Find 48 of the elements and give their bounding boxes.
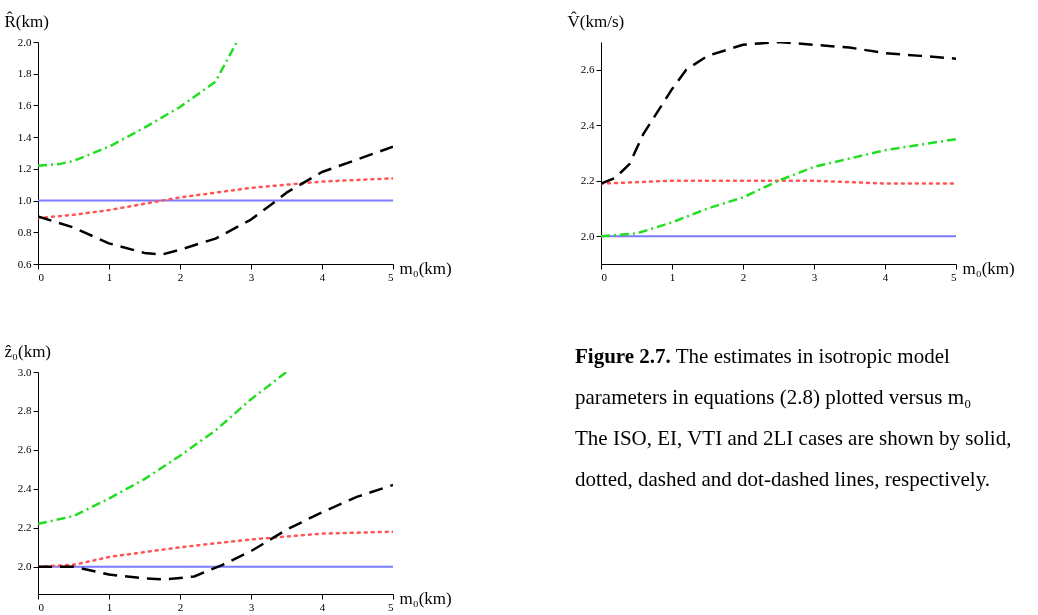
y-tick-label: 2.2 [17,521,32,534]
x-tick-label: 2 [177,600,184,613]
x-tick-label: 4 [319,270,326,283]
x-tick-label: 3 [248,270,255,283]
x-tick-label: 1 [669,270,676,283]
y-axis-title: ẑ₀(km) [4,341,52,361]
y-tick-label: 2.0 [17,560,32,573]
y-tick-label: 1.8 [17,67,32,80]
x-tick-label: 0 [38,270,45,283]
y-tick-label: 2.4 [17,482,32,495]
text: The ISO, EI, VTI and 2LI cases are shown by solid, dotted, dashed and dot-dashed lines, respectively. [575,425,1013,493]
x-tick-label: 4 [319,600,326,613]
x-axis-title: m₀(km) [399,588,452,608]
y-tick-label: 1.6 [17,98,32,111]
y-tick-label: 1.4 [17,130,32,143]
y-tick-label: 0.6 [17,257,32,270]
line-series [38,177,393,220]
x-tick-label: 1 [106,270,113,283]
text: Figure 2.7. [575,344,671,368]
y-tick-label: 2.6 [580,63,595,76]
y-axis-title: V̂(km/s) [567,11,625,31]
y-tick-label: 1.0 [17,194,32,207]
x-tick-label: 3 [811,270,818,283]
x-tick-label: 5 [388,270,394,283]
y-axis-title: R̂(km) [4,11,49,31]
x-axis-title: m₀(km) [399,258,452,278]
line-series [601,137,956,238]
y-tick-label: 2.0 [580,229,595,242]
y-tick-label: 2.4 [580,118,595,131]
x-tick-label: 5 [388,600,394,613]
x-tick-label: 2 [740,270,747,283]
y-tick-label: 2.8 [17,404,32,417]
y-tick-label: 2.0 [17,35,32,48]
x-tick-label: 2 [177,270,184,283]
x-tick-label: 0 [601,270,608,283]
x-tick-label: 5 [951,270,957,283]
y-tick-label: 2.6 [17,443,32,456]
y-tick-label: 0.8 [17,225,32,238]
x-tick-label: 1 [106,600,113,613]
x-tick-label: 4 [882,270,889,283]
y-tick-label: 2.2 [580,174,595,187]
y-tick-label: 1.2 [17,162,32,175]
x-tick-label: 3 [248,600,255,613]
y-tick-label: 3.0 [17,365,32,378]
x-axis-title: m₀(km) [962,258,1015,278]
line-series [38,42,239,167]
x-tick-label: 0 [38,600,45,613]
line-series [38,372,288,526]
